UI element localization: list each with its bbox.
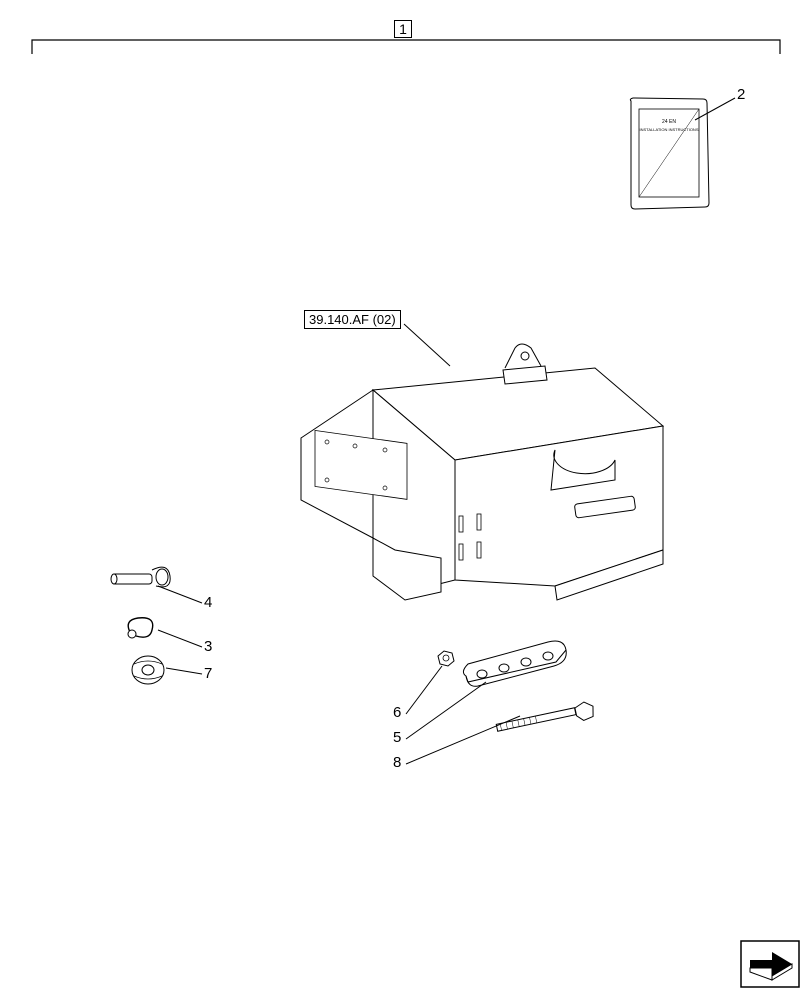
leader-8 xyxy=(0,0,812,1000)
arrow-right-icon xyxy=(740,940,800,988)
next-page-button[interactable] xyxy=(740,940,800,988)
callout-8: 8 xyxy=(393,754,401,771)
diagram-canvas: 1 24 EN INSTALLATION INSTRUCTIONS 2 39.1… xyxy=(0,0,812,1000)
